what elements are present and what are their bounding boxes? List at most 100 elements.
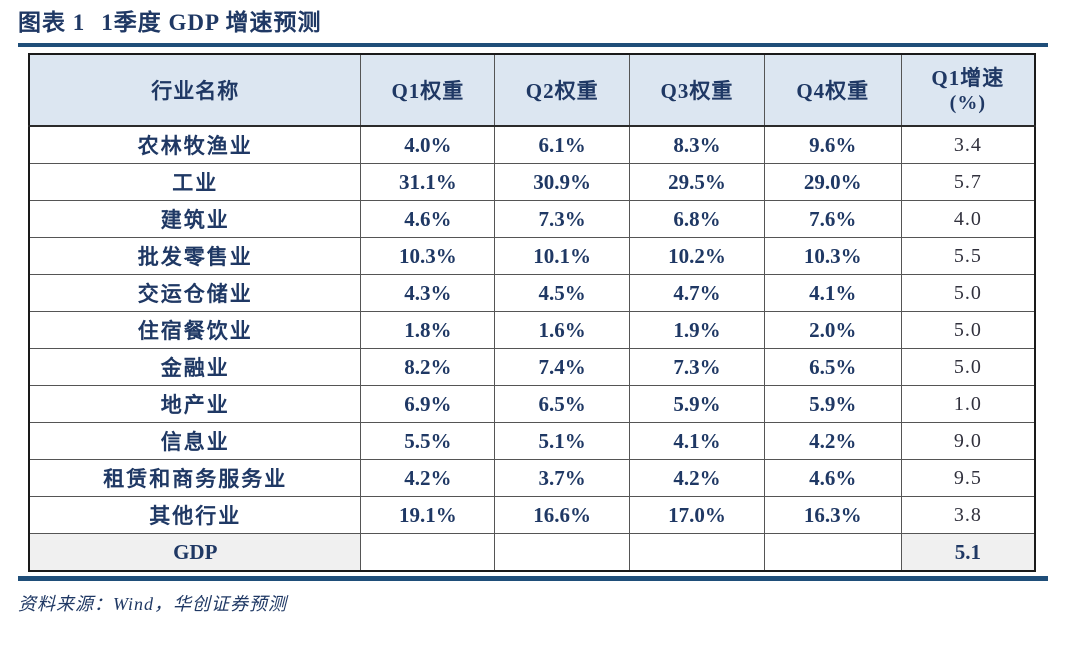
column-header-q2-weight: Q2权重	[494, 53, 631, 127]
bottom-rule-divider	[18, 576, 1048, 581]
industry-name-cell: 工业	[28, 163, 362, 201]
table-row: 信息业 5.5% 5.1% 4.1% 4.2% 9.0	[28, 422, 1036, 460]
q1-weight-cell: 4.0%	[360, 125, 496, 164]
q1-growth-cell: 1.0	[900, 385, 1036, 423]
q2-weight-cell: 16.6%	[494, 496, 631, 534]
q1-growth-cell: 9.5	[900, 459, 1036, 497]
header-row: 行业名称 Q1权重 Q2权重 Q3权重 Q4权重 Q1增速 (%)	[28, 53, 1036, 127]
industry-name-cell: 租赁和商务服务业	[28, 459, 362, 497]
table-row: 住宿餐饮业 1.8% 1.6% 1.9% 2.0% 5.0	[28, 311, 1036, 349]
q4-weight-cell: 16.3%	[763, 496, 902, 534]
q4-weight-cell: 7.6%	[763, 200, 902, 238]
industry-name-cell: 交运仓储业	[28, 274, 362, 312]
q1-growth-cell: 5.7	[900, 163, 1036, 201]
q2-weight-cell: 1.6%	[494, 311, 631, 349]
q4-weight-cell: 4.6%	[763, 459, 902, 497]
q3-weight-cell: 4.2%	[629, 459, 765, 497]
industry-name-cell: 建筑业	[28, 200, 362, 238]
q3-weight-cell: 10.2%	[629, 237, 765, 275]
industry-name-cell: 金融业	[28, 348, 362, 386]
q1-weight-cell: 5.5%	[360, 422, 496, 460]
q4-weight-cell: 9.6%	[763, 125, 902, 164]
table-footer: GDP 5.1	[28, 533, 1036, 572]
column-header-q1-growth-line1: Q1增速	[931, 66, 1005, 90]
q1-weight-cell: 10.3%	[360, 237, 496, 275]
q1-weight-cell: 4.3%	[360, 274, 496, 312]
q4-weight-cell: 5.9%	[763, 385, 902, 423]
table-row: 地产业 6.9% 6.5% 5.9% 5.9% 1.0	[28, 385, 1036, 423]
q3-weight-cell: 1.9%	[629, 311, 765, 349]
column-header-industry: 行业名称	[28, 53, 362, 127]
q1-weight-cell: 4.2%	[360, 459, 496, 497]
q1-growth-cell: 3.4	[900, 125, 1036, 164]
gdp-forecast-table: 行业名称 Q1权重 Q2权重 Q3权重 Q4权重 Q1增速 (%) 农林牧渔业 …	[28, 53, 1036, 572]
q2-weight-cell: 6.1%	[494, 125, 631, 164]
q1-growth-cell: 9.0	[900, 422, 1036, 460]
column-header-q1-growth: Q1增速 (%)	[900, 53, 1036, 127]
q3-weight-cell: 6.8%	[629, 200, 765, 238]
q1-growth-cell: 5.0	[900, 274, 1036, 312]
q3-weight-cell: 29.5%	[629, 163, 765, 201]
q2-weight-cell: 30.9%	[494, 163, 631, 201]
q1-weight-cell: 6.9%	[360, 385, 496, 423]
figure-name: 1季度 GDP 增速预测	[101, 10, 322, 35]
q1-growth-cell: 5.5	[900, 237, 1036, 275]
q1-growth-cell: 3.8	[900, 496, 1036, 534]
q2-weight-cell: 6.5%	[494, 385, 631, 423]
q1-growth-cell: 5.0	[900, 311, 1036, 349]
gdp-total-q4-weight-cell	[763, 533, 902, 572]
q1-growth-cell: 5.0	[900, 348, 1036, 386]
q2-weight-cell: 10.1%	[494, 237, 631, 275]
q2-weight-cell: 7.4%	[494, 348, 631, 386]
q3-weight-cell: 7.3%	[629, 348, 765, 386]
q1-weight-cell: 4.6%	[360, 200, 496, 238]
q3-weight-cell: 8.3%	[629, 125, 765, 164]
q3-weight-cell: 17.0%	[629, 496, 765, 534]
q3-weight-cell: 5.9%	[629, 385, 765, 423]
table-row: 金融业 8.2% 7.4% 7.3% 6.5% 5.0	[28, 348, 1036, 386]
q4-weight-cell: 29.0%	[763, 163, 902, 201]
q2-weight-cell: 5.1%	[494, 422, 631, 460]
table-row: 其他行业 19.1% 16.6% 17.0% 16.3% 3.8	[28, 496, 1036, 534]
industry-name-cell: 信息业	[28, 422, 362, 460]
industry-name-cell: 地产业	[28, 385, 362, 423]
industry-name-cell: 批发零售业	[28, 237, 362, 275]
q1-weight-cell: 8.2%	[360, 348, 496, 386]
q4-weight-cell: 4.2%	[763, 422, 902, 460]
table-header: 行业名称 Q1权重 Q2权重 Q3权重 Q4权重 Q1增速 (%)	[28, 53, 1036, 127]
q1-weight-cell: 31.1%	[360, 163, 496, 201]
industry-name-cell: 住宿餐饮业	[28, 311, 362, 349]
gdp-total-growth-cell: 5.1	[900, 533, 1036, 572]
industry-name-cell: 农林牧渔业	[28, 125, 362, 164]
column-header-q1-growth-line2: (%)	[949, 92, 986, 114]
table-row: 工业 31.1% 30.9% 29.5% 29.0% 5.7	[28, 163, 1036, 201]
table-row: 农林牧渔业 4.0% 6.1% 8.3% 9.6% 3.4	[28, 125, 1036, 164]
q4-weight-cell: 10.3%	[763, 237, 902, 275]
industry-name-cell: 其他行业	[28, 496, 362, 534]
q2-weight-cell: 4.5%	[494, 274, 631, 312]
q4-weight-cell: 4.1%	[763, 274, 902, 312]
q1-weight-cell: 19.1%	[360, 496, 496, 534]
figure-label: 图表 1	[18, 10, 86, 35]
figure-title: 图表 1 1季度 GDP 增速预测	[18, 8, 1062, 38]
table-body: 农林牧渔业 4.0% 6.1% 8.3% 9.6% 3.4 工业 31.1% 3…	[28, 125, 1036, 534]
table-row: 建筑业 4.6% 7.3% 6.8% 7.6% 4.0	[28, 200, 1036, 238]
q2-weight-cell: 3.7%	[494, 459, 631, 497]
q1-weight-cell: 1.8%	[360, 311, 496, 349]
q1-growth-cell: 4.0	[900, 200, 1036, 238]
q4-weight-cell: 6.5%	[763, 348, 902, 386]
gdp-total-q1-weight-cell	[360, 533, 496, 572]
gdp-total-row: GDP 5.1	[28, 533, 1036, 572]
table-row: 租赁和商务服务业 4.2% 3.7% 4.2% 4.6% 9.5	[28, 459, 1036, 497]
column-header-q4-weight: Q4权重	[763, 53, 902, 127]
q3-weight-cell: 4.7%	[629, 274, 765, 312]
q3-weight-cell: 4.1%	[629, 422, 765, 460]
top-rule-divider	[18, 43, 1048, 47]
gdp-total-q2-weight-cell	[494, 533, 631, 572]
column-header-q3-weight: Q3权重	[629, 53, 765, 127]
gdp-total-q3-weight-cell	[629, 533, 765, 572]
source-note: 资料来源：Wind，华创证券预测	[18, 594, 288, 614]
gdp-total-label-cell: GDP	[28, 533, 362, 572]
column-header-q1-weight: Q1权重	[360, 53, 496, 127]
